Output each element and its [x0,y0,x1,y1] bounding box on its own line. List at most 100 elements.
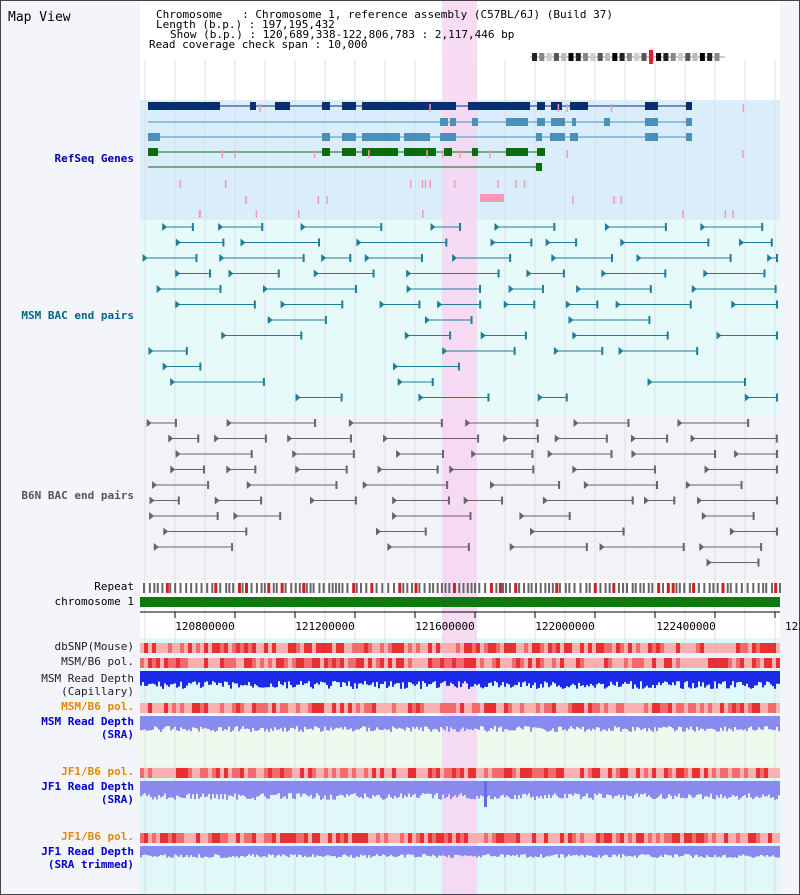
msm-bac-pair-end [324,316,327,324]
jf1-depth-sra-bar [444,781,446,799]
msm-depth-cap-bar [296,671,298,685]
jf1-depth-trim-bar [468,846,470,857]
msm-bac-pair-end [253,300,256,309]
jf1-b6-pol-cell [280,768,284,778]
msm-depth-sra-bar [350,716,352,729]
b6n-bac-pair-end [630,434,636,443]
jf1-depth-sra-bar [390,781,392,797]
jf1-depth-trim-bar [250,846,252,856]
jf1-depth-sra-bar [676,781,678,797]
jf1-depth-trim-bar [392,846,394,857]
jf1-depth-sra-bar [320,781,322,800]
msm-depth-sra-bar [446,716,448,727]
b6n-bac-pair-end [706,558,712,567]
jf1-b6-pol-cell [168,768,172,778]
jf1-depth-trim-bar [658,846,660,857]
jf1-depth-trim-bar [242,846,244,857]
jf1-depth-sra-bar [416,781,418,798]
jf1-depth-trim-bar [540,846,542,855]
msm-depth-sra-bar [728,716,730,729]
msm-depth-cap-bar [752,671,754,688]
jf1-b6-pol-cell [236,768,240,778]
jf1-depth-sra-bar [330,781,332,795]
msm-depth-cap-bar [598,671,600,683]
jf1-b6-pol-cell [356,768,360,778]
msm-bac-pair-end [526,269,532,278]
dbsnp-cell [640,643,644,653]
repeat-mark [470,583,473,593]
msm-depth-sra-bar [462,716,464,728]
jf1-b6-pol-cell [764,768,768,778]
msm-depth-cap-bar [180,671,182,682]
msm-depth-cap-bar [610,671,612,682]
repeat-mark [712,583,715,593]
msm-b6-pol2-cell [700,703,704,713]
ideogram-band [605,53,610,61]
dbsnp-cell [284,643,288,653]
dbsnp-cell [400,643,404,653]
msm-b6-pol2-cell [576,703,580,713]
msm-depth-sra-bar [578,716,580,728]
jf1-depth-sra-bar [474,781,476,800]
gene-exon [551,118,565,126]
jf1-depth-sra-bar [356,781,358,797]
b6n-bac-pair-end [233,512,239,520]
dbsnp-cell [768,643,772,653]
jf1-depth-sra-bar [610,781,612,796]
msm-depth-sra-bar [448,716,450,732]
jf1-depth-sra-bar [630,781,632,797]
msm-bac-pair-end [424,316,430,324]
jf1-depth-sra-bar [222,781,224,800]
msm-depth-cap-bar [556,671,558,687]
msm-depth-cap-bar [204,671,206,683]
msm-depth-cap-bar [190,671,192,684]
jf1-b6-pol-cell [740,768,744,778]
msm-depth-cap-bar [498,671,500,688]
msm-depth-sra-bar [608,716,610,729]
msm-depth-sra-bar [454,716,456,730]
jf1-depth-sra-bar [318,781,320,796]
repeat-mark [169,583,172,593]
dbsnp-cell [484,643,488,653]
repeat-mark [757,583,760,593]
jf1-b6-pol-cell [752,768,756,778]
jf1-b6-pol-cell [688,768,692,778]
msm-b6-pol2-cell [532,703,536,713]
dbsnp-cell [748,643,752,653]
msm-bac-pair-end [479,285,482,293]
jf1-depth-sra-bar [324,781,326,796]
jf1-depth-sra-bar [766,781,768,797]
msm-depth-sra-bar [382,716,384,730]
jf1-depth-trim-bar [178,846,180,857]
jf1-depth-trim-bar [580,846,582,855]
msm-depth-sra-bar [332,716,334,731]
msm-bac-pair-end [156,285,162,293]
jf1-b6-pol2-cell [580,833,584,843]
b6n-bac-pair-end [752,512,755,520]
axis-tick-label: 121600000 [415,620,475,633]
b6n-bac-pair-end [503,434,509,443]
jf1-depth-trim-bar [602,846,604,857]
b6n-bac-pair-end [701,512,707,520]
dbsnp-cell [260,643,264,653]
msm-b6-pol2-cell [480,703,484,713]
msm-b6-pol-cell [292,658,296,668]
msm-depth-sra-bar [390,716,392,732]
b6n-bac-pair-end [729,527,735,536]
jf1-depth-sra-bar [148,781,150,795]
jf1-depth-trim-bar [334,846,336,857]
repeat-mark [762,583,765,593]
msm-b6-pol2-cell [372,703,376,713]
msm-depth-cap-bar [178,671,180,687]
msm-bac-pair-end [341,300,344,309]
jf1-depth-sra-bar [532,781,534,797]
jf1-b6-pol2-cell [360,833,364,843]
msm-depth-cap-bar [476,671,478,686]
repeat-mark [692,583,696,593]
msm-depth-sra-bar [736,716,738,730]
dbsnp-cell [460,643,464,653]
msm-depth-sra-bar [404,716,406,731]
dbsnp-cell [212,643,216,653]
jf1-depth-trim-bar [352,846,354,858]
